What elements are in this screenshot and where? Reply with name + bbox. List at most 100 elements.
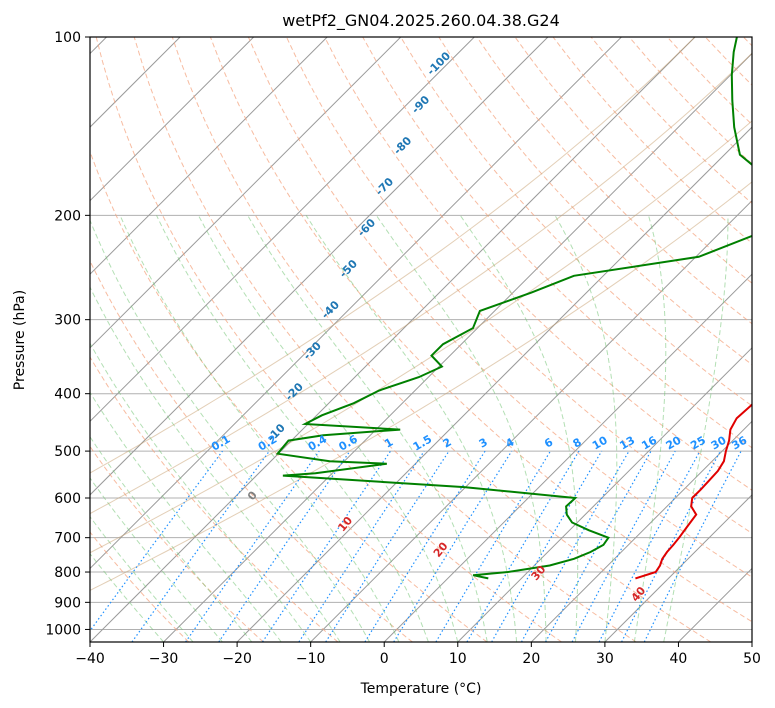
chart-title: wetPf2_GN04.2025.260.04.38.G24 bbox=[282, 11, 560, 31]
isotherm-line bbox=[90, 37, 402, 349]
dry-adiabat-line bbox=[209, 37, 752, 623]
isotherm-line bbox=[383, 273, 752, 642]
reference-curve bbox=[90, 120, 752, 554]
y-tick-label: 600 bbox=[54, 491, 81, 507]
moist-adiabat-label: -50 bbox=[337, 257, 360, 280]
y-tick-label: 900 bbox=[54, 595, 81, 611]
x-tick-label: 50 bbox=[743, 651, 761, 667]
moist-adiabat-line bbox=[90, 342, 312, 642]
dry-adiabat-line bbox=[400, 37, 752, 407]
isotherm-line bbox=[163, 52, 752, 642]
dry-adiabat-line bbox=[90, 259, 413, 642]
dry-adiabat-line bbox=[476, 37, 752, 325]
moist-adiabat-line bbox=[305, 215, 518, 642]
moist-adiabat-label: -60 bbox=[355, 216, 378, 239]
mixing-ratio-line bbox=[261, 450, 391, 642]
mixing-ratio-line bbox=[545, 450, 652, 642]
mixing-ratio-line bbox=[218, 450, 351, 642]
dry-adiabat-line bbox=[90, 150, 488, 642]
y-tick-label: 100 bbox=[54, 30, 81, 46]
dry-adiabat-line bbox=[247, 37, 752, 578]
x-tick-label: 10 bbox=[449, 651, 467, 667]
y-tick-label: 400 bbox=[54, 387, 81, 403]
mixing-ratio-line bbox=[571, 450, 676, 642]
moist-adiabat-line bbox=[90, 477, 223, 642]
y-axis-label: Pressure (hPa) bbox=[12, 290, 28, 390]
dry-adiabat-line bbox=[628, 37, 752, 165]
mixing-ratio-line bbox=[185, 450, 320, 642]
x-tick-label: 40 bbox=[670, 651, 688, 667]
x-tick-label: −20 bbox=[222, 651, 252, 667]
plot-frame bbox=[89, 36, 753, 643]
mixing-ratio-label: 36 bbox=[729, 433, 749, 452]
x-tick-label: −30 bbox=[149, 651, 179, 667]
y-tick-label: 1000 bbox=[45, 622, 81, 638]
mixing-ratio-label: 20 bbox=[664, 433, 684, 452]
isotherm-line bbox=[751, 641, 752, 642]
mixing-ratio-line bbox=[435, 450, 552, 642]
moist-adiabat-line bbox=[90, 515, 194, 642]
profile-lines bbox=[275, 37, 752, 580]
dry-adiabat-line bbox=[552, 37, 752, 244]
dry-adiabat-line bbox=[171, 37, 712, 642]
dry-adiabat-line bbox=[90, 356, 339, 642]
moist-adiabat-line bbox=[375, 215, 547, 642]
mixing-ratio-label: 1.5 bbox=[411, 433, 434, 454]
isotherm-line bbox=[90, 37, 255, 202]
mixing-ratio-line bbox=[598, 450, 701, 642]
x-tick-label: 30 bbox=[596, 651, 614, 667]
x-tick-label: 0 bbox=[380, 651, 389, 667]
x-tick-label: −10 bbox=[296, 651, 326, 667]
isotherm-line bbox=[457, 347, 752, 642]
isotherm-line bbox=[530, 420, 752, 642]
moist-adiabat-line bbox=[90, 552, 164, 642]
mixing-ratio-label: 16 bbox=[639, 433, 659, 452]
dry-adiabat-line bbox=[590, 37, 752, 204]
moist-adiabat-line bbox=[633, 215, 667, 642]
isotherm-line bbox=[90, 37, 475, 423]
x-axis-label: Temperature (°C) bbox=[360, 681, 482, 697]
dry-adiabat-line bbox=[514, 37, 752, 284]
mixing-ratio-line bbox=[466, 450, 580, 642]
mixing-ratio-line bbox=[325, 450, 450, 642]
moist-adiabat-line bbox=[197, 215, 459, 642]
reference-curve bbox=[90, 37, 696, 474]
mixing-ratio-label: 6 bbox=[542, 435, 555, 450]
dry-adiabat-line bbox=[90, 531, 190, 642]
axis-ticks: −40 −30 −20 −10 0 10 20 30 40 5010020030040050060… bbox=[45, 30, 761, 667]
y-tick-label: 500 bbox=[54, 444, 81, 460]
dewpoint-profile bbox=[275, 37, 752, 580]
y-tick-label: 700 bbox=[54, 531, 81, 547]
dry-adiabat-line bbox=[666, 37, 752, 126]
dry-adiabat-line bbox=[95, 37, 562, 642]
moist-adiabat-line bbox=[459, 215, 579, 642]
y-tick-label: 200 bbox=[54, 208, 81, 224]
mixing-ratio-line bbox=[90, 450, 223, 632]
dry-adiabat-line bbox=[704, 37, 752, 86]
mixing-ratio-label: 1 bbox=[382, 436, 395, 451]
moist-adiabat-line bbox=[156, 215, 429, 642]
mixing-ratio-line bbox=[298, 450, 425, 642]
isotherm-line bbox=[236, 126, 752, 642]
moist-adiabat-line bbox=[90, 435, 253, 642]
mixing-ratio-line bbox=[643, 450, 742, 642]
moist-adiabat-label: -30 bbox=[301, 339, 324, 362]
isotherm-line bbox=[90, 37, 622, 570]
reference-curve bbox=[90, 181, 752, 591]
dry-adiabat-line bbox=[133, 37, 637, 642]
dry-adiabat-line bbox=[90, 445, 264, 642]
moist-adiabat-label: -40 bbox=[319, 298, 342, 321]
mixing-ratio-label: 10 bbox=[590, 433, 610, 452]
moist-adiabat-label: -90 bbox=[409, 93, 432, 116]
dry-adiabat-line bbox=[438, 37, 752, 366]
dry-adiabat-label: 20 bbox=[431, 539, 451, 559]
isotherm-line bbox=[90, 37, 549, 496]
y-tick-label: 800 bbox=[54, 565, 81, 581]
isotherm-line bbox=[604, 494, 752, 642]
moist-adiabat-line bbox=[663, 215, 729, 642]
moist-adiabat-line bbox=[90, 219, 370, 642]
moist-adiabat-line bbox=[90, 286, 341, 642]
dry-adiabat-line bbox=[743, 37, 752, 47]
